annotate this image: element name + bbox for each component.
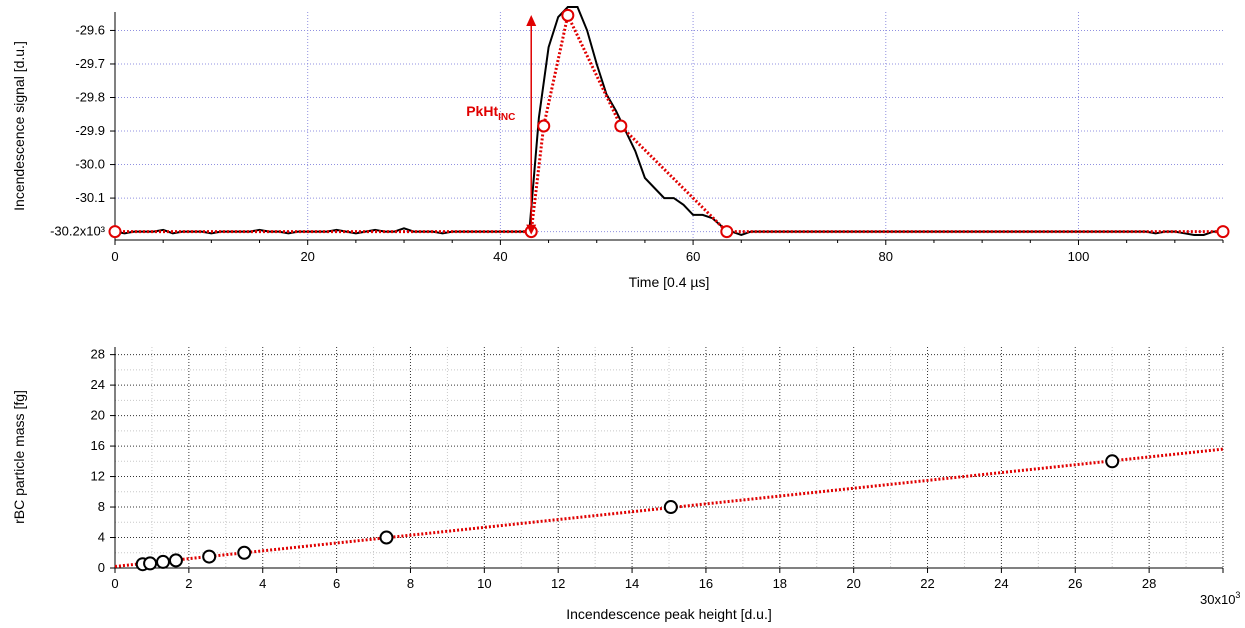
calibration-point bbox=[202, 549, 217, 564]
signal-y-tick-label: -30.1 bbox=[75, 190, 105, 205]
mass-x-tick-label: 4 bbox=[259, 576, 266, 591]
signal-y-tick-label: -29.6 bbox=[75, 22, 105, 37]
peak-height-annotation: PkHtINC bbox=[466, 15, 537, 235]
signal-y-axis-title: Incendescence signal [d.u.] bbox=[11, 41, 27, 211]
signal-x-tick-label: 0 bbox=[111, 249, 118, 264]
calibration-point bbox=[168, 553, 183, 568]
peak-fit-marker bbox=[1216, 225, 1230, 239]
mass-x-tick-label: 14 bbox=[625, 576, 639, 591]
mass-y-tick-label: 4 bbox=[98, 530, 105, 545]
mass-x-tick-label: 18 bbox=[773, 576, 787, 591]
calibration-points bbox=[135, 454, 1120, 572]
mass-x-tick-label: 16 bbox=[699, 576, 713, 591]
signal-y-tick-label: -29.7 bbox=[75, 56, 105, 71]
mass-x-tick-label: 0 bbox=[111, 576, 118, 591]
mass-x-tick-label: 28 bbox=[1142, 576, 1156, 591]
mass-x-tick-label: 2 bbox=[185, 576, 192, 591]
mass-x-tick-label: 6 bbox=[333, 576, 340, 591]
mass-y-ticks: 0 4 8 12 16 20 24 28 bbox=[91, 347, 115, 575]
signal-y-tick-label: -30.2x10³ bbox=[50, 224, 106, 239]
signal-y-tick-label: -30.0 bbox=[75, 157, 105, 172]
mass-x-ticks: 0 2 4 6 8 10 12 14 16 18 20 22 24 26 28 bbox=[111, 568, 1224, 591]
arrow-head-up-icon bbox=[526, 15, 537, 27]
mass-y-tick-label: 8 bbox=[98, 499, 105, 514]
peak-height-label: PkHtINC bbox=[466, 103, 515, 123]
signal-x-ticks: 0 20 40 60 80 100 bbox=[111, 240, 1224, 264]
peak-fit-marker bbox=[720, 225, 734, 239]
signal-y-tick-label: -29.9 bbox=[75, 123, 105, 138]
calibration-point bbox=[1105, 454, 1120, 469]
mass-y-tick-label: 24 bbox=[91, 377, 105, 392]
signal-plot-frame bbox=[115, 12, 1223, 240]
mass-y-tick-label: 16 bbox=[91, 438, 105, 453]
calibration-point bbox=[663, 500, 678, 515]
calibration-point bbox=[379, 530, 394, 545]
mass-y-tick-label: 20 bbox=[91, 408, 105, 423]
peak-fit-marker bbox=[561, 8, 575, 22]
calibration-point bbox=[156, 554, 171, 569]
signal-y-ticks: -29.6 -29.7 -29.8 -29.9 -30.0 -30.1 -30.2x10³ bbox=[50, 22, 115, 239]
signal-x-axis-title: Time [0.4 µs] bbox=[629, 274, 710, 290]
calibration-point bbox=[143, 556, 158, 571]
signal-gridlines bbox=[115, 12, 1223, 240]
peak-fit-line bbox=[115, 10, 1223, 234]
calibration-point bbox=[237, 545, 252, 560]
signal-trace-line bbox=[114, 6, 1223, 237]
mass-gridlines bbox=[115, 347, 1224, 568]
mass-x-tick-label: 20 bbox=[846, 576, 860, 591]
peak-fit-marker bbox=[108, 225, 122, 239]
mass-x-tick-label: 24 bbox=[994, 576, 1008, 591]
signal-x-tick-label: 20 bbox=[300, 249, 314, 264]
arrow-head-down-icon bbox=[526, 224, 537, 235]
signal-x-tick-label: 60 bbox=[686, 249, 700, 264]
mass-x-tick-label: 8 bbox=[407, 576, 414, 591]
signal-series bbox=[108, 6, 1230, 239]
mass-y-tick-label: 0 bbox=[98, 560, 105, 575]
mass-y-axis-title: rBC particle mass [fg] bbox=[11, 390, 27, 524]
signal-chart-panel: 0 20 40 60 80 100 -29.6 -29.7 -29.8 -29.9 -30.0 -3… bbox=[11, 6, 1230, 290]
mass-x-tick-label: 22 bbox=[920, 576, 934, 591]
mass-chart-panel: 0 2 4 6 8 10 12 14 16 18 20 22 24 26 28 0481216202428 … bbox=[11, 347, 1240, 622]
mass-y-tick-label: 28 bbox=[91, 347, 105, 362]
mass-x-axis-title: Incendescence peak height [d.u.] bbox=[566, 606, 771, 622]
peak-fit-marker bbox=[614, 119, 628, 133]
signal-y-tick-label: -29.8 bbox=[75, 90, 105, 105]
mass-x-tick-label: 26 bbox=[1068, 576, 1082, 591]
mass-x-multiplier: 30x103 bbox=[1200, 590, 1240, 607]
peak-fit-marker bbox=[537, 119, 551, 133]
mass-x-tick-label: 10 bbox=[477, 576, 491, 591]
mass-x-tick-label: 12 bbox=[551, 576, 565, 591]
signal-x-tick-label: 40 bbox=[493, 249, 507, 264]
signal-x-tick-label: 100 bbox=[1068, 249, 1090, 264]
signal-x-tick-label: 80 bbox=[879, 249, 893, 264]
mass-y-tick-label: 12 bbox=[91, 469, 105, 484]
